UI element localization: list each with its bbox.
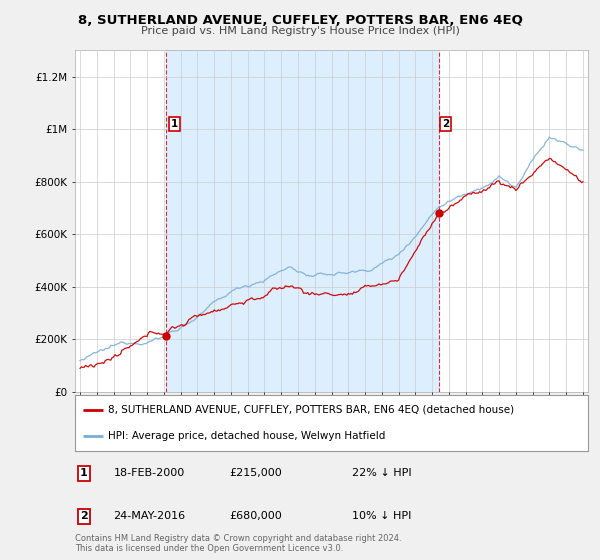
Text: 18-FEB-2000: 18-FEB-2000 (113, 468, 185, 478)
Text: 1: 1 (171, 119, 178, 129)
Bar (166, 50, 439, 392)
Text: £680,000: £680,000 (229, 511, 281, 521)
Text: Price paid vs. HM Land Registry's House Price Index (HPI): Price paid vs. HM Land Registry's House … (140, 26, 460, 36)
Text: 8, SUTHERLAND AVENUE, CUFFLEY, POTTERS BAR, EN6 4EQ (detached house): 8, SUTHERLAND AVENUE, CUFFLEY, POTTERS B… (109, 405, 514, 415)
Text: HPI: Average price, detached house, Welwyn Hatfield: HPI: Average price, detached house, Welw… (109, 431, 386, 441)
Text: 24-MAY-2016: 24-MAY-2016 (113, 511, 185, 521)
Text: 8, SUTHERLAND AVENUE, CUFFLEY, POTTERS BAR, EN6 4EQ: 8, SUTHERLAND AVENUE, CUFFLEY, POTTERS B… (77, 14, 523, 27)
Text: Contains HM Land Registry data © Crown copyright and database right 2024.
This d: Contains HM Land Registry data © Crown c… (75, 534, 401, 553)
Text: 22% ↓ HPI: 22% ↓ HPI (352, 468, 412, 478)
Text: 1: 1 (80, 468, 88, 478)
Text: £215,000: £215,000 (229, 468, 281, 478)
Text: 2: 2 (442, 119, 449, 129)
Text: 10% ↓ HPI: 10% ↓ HPI (352, 511, 412, 521)
Text: 2: 2 (80, 511, 88, 521)
